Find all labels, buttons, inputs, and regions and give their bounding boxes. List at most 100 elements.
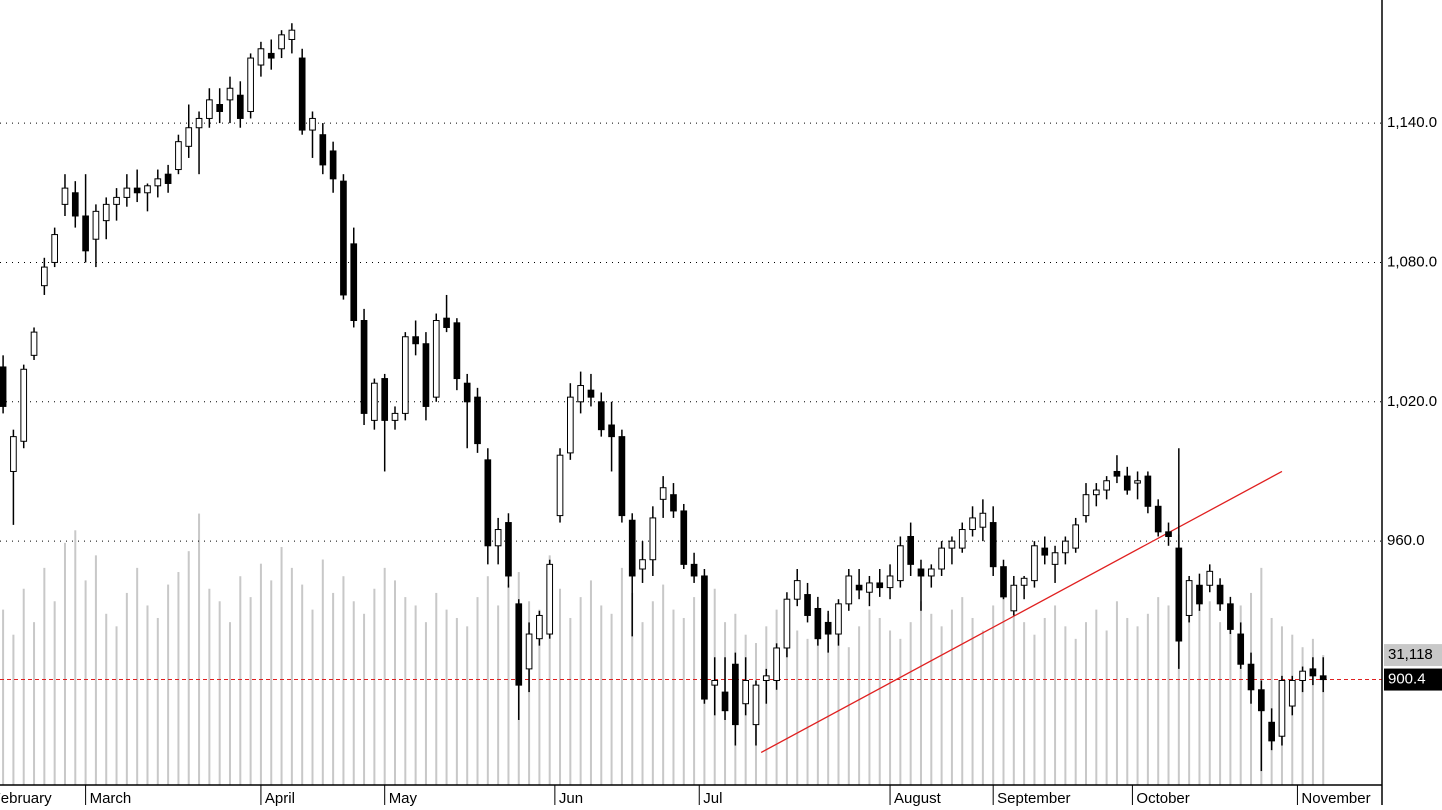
volume-bar [1311, 638, 1314, 785]
volume-bar [1115, 601, 1118, 785]
candle-body [1123, 475, 1131, 491]
volume-bar [785, 617, 788, 785]
candle-body [1144, 475, 1152, 507]
candle-body [20, 368, 28, 442]
volume-bar [1229, 613, 1232, 785]
candle-body [422, 343, 430, 407]
volume-bar [1002, 592, 1005, 785]
candle-body [164, 173, 172, 184]
candle-body [1020, 577, 1028, 586]
candle-body [71, 192, 79, 217]
candle-body [917, 568, 925, 577]
candle-body [938, 547, 945, 570]
volume-bar [1074, 638, 1077, 785]
x-tick-label: Jun [559, 790, 583, 807]
volume-bar [22, 588, 25, 785]
candle-body [267, 52, 275, 59]
volume-bar [280, 546, 283, 785]
volume-bar [373, 588, 376, 785]
candle-body [412, 336, 419, 345]
candle-body [566, 396, 574, 454]
x-tick-label: February [0, 790, 52, 807]
volume-bar [641, 622, 644, 785]
candle-body [319, 134, 327, 166]
candle-body [1165, 531, 1172, 537]
x-tick-label: March [90, 790, 132, 807]
volume-bar [1043, 617, 1046, 785]
candle-body [1268, 721, 1275, 742]
volume-bar [548, 555, 551, 785]
volume-bar [610, 613, 613, 785]
volume-bar [950, 609, 953, 785]
candle-body [659, 487, 667, 500]
candle-body [711, 679, 719, 686]
candle-body [1175, 547, 1183, 642]
volume-bar [74, 530, 77, 785]
volume-bar [507, 584, 510, 785]
candle-body [1196, 584, 1203, 605]
candle-body [927, 568, 935, 577]
candle-body [969, 517, 976, 531]
candle-body [360, 320, 368, 414]
candle-body [546, 563, 554, 635]
volume-bar [806, 638, 809, 785]
candle-body [443, 317, 450, 328]
candle-body [1319, 675, 1327, 681]
candle-body [298, 57, 306, 131]
candle-body [773, 647, 780, 681]
candle-body [515, 603, 523, 686]
candle-body [1288, 679, 1296, 707]
volume-bar [579, 597, 582, 785]
volume-bar [1198, 609, 1201, 785]
volume-bar [228, 622, 231, 785]
x-tick-label: May [389, 790, 418, 807]
candle-body [855, 584, 863, 591]
candle-body [1031, 545, 1038, 582]
candle-body [185, 127, 193, 147]
volume-bar [1136, 626, 1139, 785]
volume-bar [84, 580, 87, 785]
volume-bar [187, 551, 190, 785]
volume-bar [1208, 601, 1211, 785]
candle-body [845, 575, 853, 605]
volume-bar [497, 605, 500, 785]
volume-bar [1085, 622, 1088, 785]
candle-body [1000, 566, 1007, 598]
volume-bar [12, 634, 15, 785]
volume-bar [559, 588, 562, 785]
candle-body [82, 215, 89, 252]
candle-body [381, 378, 389, 421]
volume-bar [146, 605, 149, 785]
volume-bar [1126, 617, 1129, 785]
volume-bar [466, 626, 469, 785]
y-tick-label: 960.0 [1387, 532, 1425, 549]
volume-bar [1219, 622, 1222, 785]
x-tick-label: October [1136, 790, 1189, 807]
candle-body [216, 104, 224, 112]
volume-bar [94, 555, 97, 785]
candle-body [628, 519, 636, 577]
candle-body [1062, 540, 1069, 554]
volume-bar [878, 617, 881, 785]
volume-bar [1239, 605, 1242, 785]
candle-body [30, 331, 38, 356]
price-marker-box [1384, 668, 1442, 691]
candle-body [1051, 552, 1059, 565]
candle-body [587, 389, 595, 398]
volume-bar [249, 597, 252, 785]
candle-body [1103, 480, 1110, 491]
candle-body [474, 396, 481, 445]
volume-bar [115, 626, 118, 785]
candle-body [618, 436, 626, 517]
candle-body [154, 178, 162, 187]
candle-body [680, 510, 688, 565]
candle-body [762, 675, 770, 681]
candle-body [505, 522, 512, 577]
candle-body [484, 459, 492, 547]
y-tick-label: 1,020.0 [1387, 393, 1437, 410]
volume-bar [1301, 647, 1304, 785]
candle-body [133, 187, 141, 194]
candle-body [886, 575, 894, 589]
volume-bar [847, 647, 850, 785]
